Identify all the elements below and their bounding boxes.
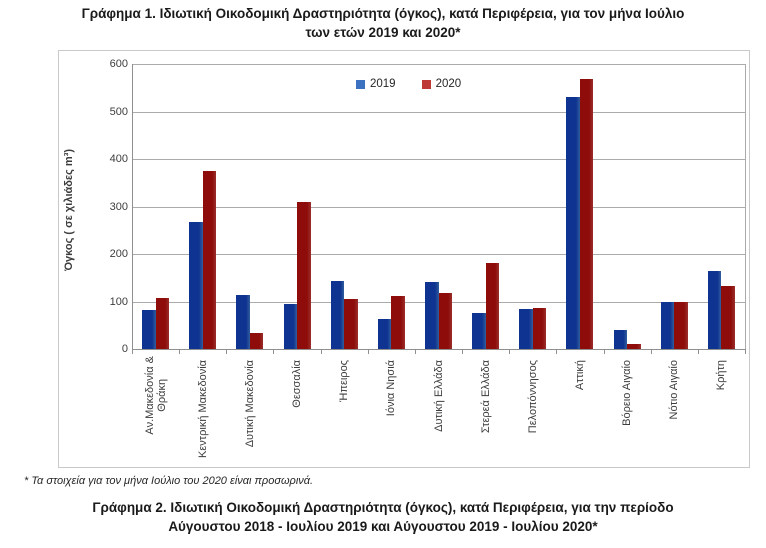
- bar-2020-Κεντρική-Μακεδονία: [202, 170, 217, 349]
- x-tick-mark: [509, 350, 511, 354]
- y-tick-label-400: 400: [109, 153, 128, 165]
- bar-2019-Δυτική-Μακεδονία: [236, 294, 250, 349]
- chart2-title-line2: Αύγουστου 2018 - Ιουλίου 2019 και Αύγουσ…: [168, 519, 598, 534]
- bar-2020-Κρήτη: [721, 285, 735, 349]
- x-tick-mark: [273, 350, 275, 354]
- chart1-title: Γράφημα 1. Ιδιωτική Οικοδομική Δραστηριό…: [0, 4, 766, 42]
- x-axis-label-text: Αν.Μακεδονία & Θράκη: [143, 356, 168, 435]
- gridline-500: [132, 111, 746, 113]
- bar-2019-Νότιο-Αιγαίο: [660, 301, 675, 349]
- y-tick-label-0: 0: [121, 343, 128, 355]
- x-tick-mark: [132, 350, 133, 354]
- chart1-title-line1: Γράφημα 1. Ιδιωτική Οικοδομική Δραστηριό…: [81, 6, 685, 21]
- x-tick-mark: [603, 350, 605, 354]
- bar-2020-Θεσσαλία: [297, 201, 311, 349]
- y-tick-label-200: 200: [109, 248, 128, 260]
- bar-2020-Δυτική-Μακεδονία: [249, 333, 264, 349]
- x-tick-mark: [745, 350, 746, 354]
- bar-2019-Ήπειρος: [330, 281, 345, 349]
- x-tick-mark: [697, 350, 699, 354]
- x-axis-label-text: Δυτική Μακεδονία: [243, 360, 256, 448]
- bar-2020-Βόρειο-Αιγαίο: [627, 344, 641, 349]
- bar-2020-Δυτική-Ελλάδα: [438, 293, 452, 349]
- legend-label-2019: 2019: [370, 78, 396, 90]
- gridline-600: [132, 64, 746, 65]
- bar-2019-Κεντρική-Μακεδονία: [189, 222, 203, 349]
- x-axis-label-text: Κεντρική Μακεδονία: [196, 360, 209, 458]
- x-axis-label-text: Κρήτη: [715, 360, 728, 391]
- x-axis-label-text: Ήπειρος: [338, 360, 351, 402]
- bar-2020-Αττική: [579, 79, 594, 349]
- bar-2020-Ήπειρος: [344, 298, 358, 349]
- gridline-200: [132, 254, 746, 255]
- x-tick-mark: [650, 350, 652, 354]
- x-axis-label-text: Πελοπόννησος: [526, 360, 539, 434]
- bar-2020-Στερεά-Ελλάδα: [485, 262, 500, 349]
- bar-2019-Κρήτη: [707, 270, 722, 349]
- legend-swatch-2020: [421, 80, 431, 89]
- bar-2019-Πελοπόννησος: [519, 309, 533, 349]
- chart-frame: Όγκος ( σε χιλιάδες m³) 0 100 200 300 400 500…: [58, 50, 750, 468]
- y-axis-line: [132, 64, 133, 349]
- x-axis-label-text: Βόρειο Αιγαίο: [621, 360, 634, 426]
- x-axis-label-text: Θεσσαλία: [291, 360, 304, 408]
- footnote: * Τα στοιχεία για τον μήνα Ιούλιο του 20…: [24, 475, 314, 487]
- legend: 2019 2020: [356, 78, 461, 91]
- x-axis-label-text: Ιόνια Νησιά: [385, 360, 398, 417]
- legend-item-2019: 2019: [356, 78, 396, 91]
- x-tick-mark: [226, 350, 228, 354]
- x-axis-label-text: Στερεά Ελλάδα: [479, 360, 492, 434]
- x-axis-label-text: Δυτική Ελλάδα: [432, 360, 445, 432]
- legend-label-2020: 2020: [435, 78, 462, 90]
- plot-right-border: [745, 64, 746, 349]
- x-tick-mark: [462, 350, 464, 354]
- x-tick-mark: [179, 350, 181, 354]
- y-tick-label-100: 100: [109, 295, 128, 308]
- x-axis-line: [132, 349, 746, 350]
- gridline-300: [132, 206, 746, 208]
- y-tick-label-500: 500: [109, 105, 128, 118]
- bar-2019-Στερεά-Ελλάδα: [472, 313, 486, 349]
- y-axis-title-text: Όγκος ( σε χιλιάδες m³): [63, 148, 75, 272]
- gridline-400: [132, 159, 746, 160]
- legend-swatch-2019: [356, 80, 365, 89]
- bar-2020-Ιόνια-Νησιά: [391, 295, 405, 349]
- y-tick-label-600: 600: [109, 58, 128, 70]
- x-tick-mark: [414, 350, 416, 354]
- chart1-title-line2: των ετών 2019 και 2020*: [305, 25, 461, 40]
- x-tick-mark: [320, 350, 322, 354]
- x-axis-label-text: Νότιο Αιγαίο: [668, 360, 681, 420]
- y-tick-label-300: 300: [109, 200, 128, 213]
- bar-2019-Αν.Μακεδονία-&-Θράκη: [142, 309, 156, 349]
- bar-2020-Αν.Μακεδονία-&-Θράκη: [155, 298, 170, 349]
- bar-2019-Αττική: [566, 97, 580, 349]
- legend-item-2020: 2020: [421, 78, 462, 91]
- bar-2020-Νότιο-Αιγαίο: [674, 301, 688, 349]
- x-tick-mark: [556, 350, 558, 354]
- bar-2019-Δυτική-Ελλάδα: [425, 282, 439, 349]
- bar-2020-Πελοπόννησος: [532, 307, 547, 349]
- x-tick-mark: [367, 350, 369, 354]
- chart2-title: Γράφημα 2. Ιδιωτική Οικοδομική Δραστηριό…: [0, 498, 766, 536]
- x-axis-label-text: Αττική: [573, 360, 586, 391]
- bar-2019-Ιόνια-Νησιά: [377, 318, 392, 349]
- bar-2019-Θεσσαλία: [283, 304, 298, 349]
- chart2-title-line1: Γράφημα 2. Ιδιωτική Οικοδομική Δραστηριό…: [92, 500, 674, 515]
- bar-2019-Βόρειο-Αιγαίο: [613, 330, 628, 349]
